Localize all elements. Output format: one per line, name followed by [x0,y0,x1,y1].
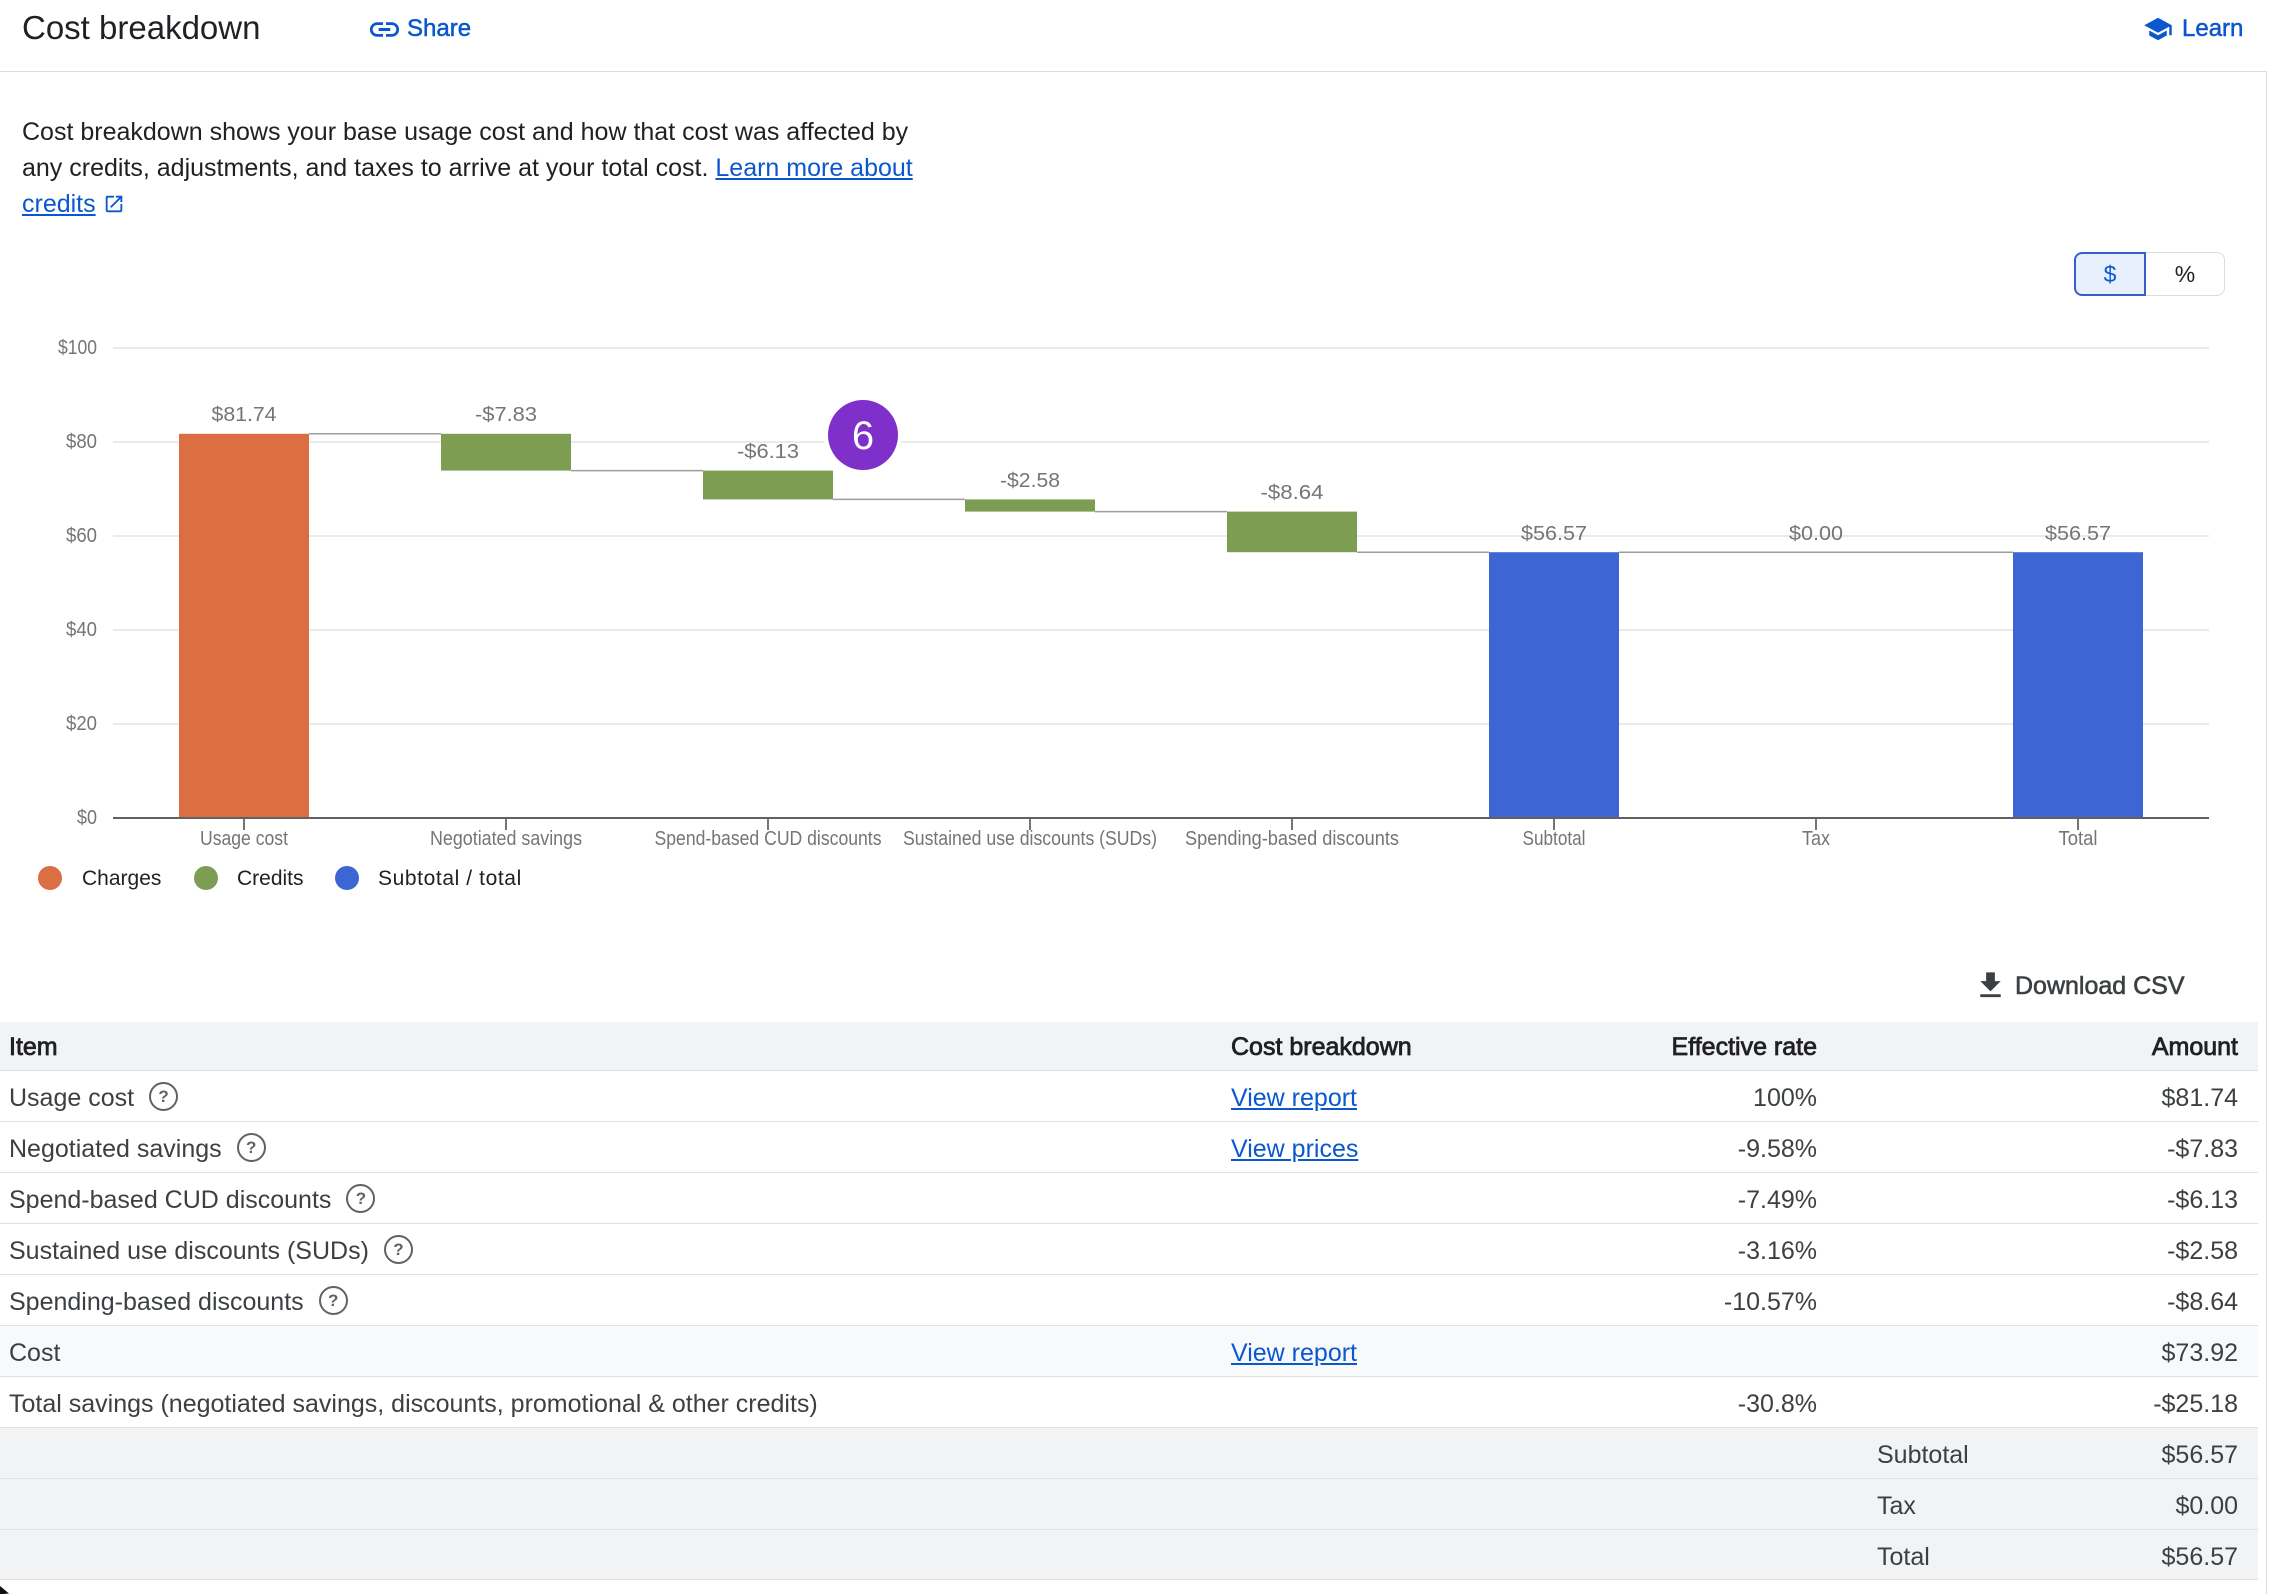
svg-text:Spend-based CUD discounts: Spend-based CUD discounts [655,828,882,850]
svg-text:Usage cost: Usage cost [200,828,288,850]
svg-text:$56.57: $56.57 [1521,523,1587,545]
svg-text:Subtotal: Subtotal [1523,828,1586,850]
svg-text:Sustained use discounts (SUDs): Sustained use discounts (SUDs) [903,828,1157,850]
svg-text:$80: $80 [66,431,97,453]
svg-text:Tax: Tax [1802,828,1830,850]
svg-text:$0.00: $0.00 [1789,523,1843,545]
svg-text:$20: $20 [66,713,97,735]
svg-text:$56.57: $56.57 [2045,523,2111,545]
svg-text:-$6.13: -$6.13 [737,441,799,463]
svg-text:Total: Total [2059,828,2098,850]
svg-text:Spending-based discounts: Spending-based discounts [1185,828,1399,850]
svg-text:Negotiated savings: Negotiated savings [430,828,582,850]
svg-text:$81.74: $81.74 [212,404,277,426]
svg-text:$100: $100 [58,337,97,359]
svg-text:$0: $0 [77,807,97,829]
svg-text:-$8.64: -$8.64 [1261,482,1324,504]
svg-text:6: 6 [852,414,874,458]
svg-text:$60: $60 [66,525,97,547]
svg-text:-$7.83: -$7.83 [475,404,537,426]
svg-text:$40: $40 [66,619,97,641]
svg-text:-$2.58: -$2.58 [1000,470,1060,492]
